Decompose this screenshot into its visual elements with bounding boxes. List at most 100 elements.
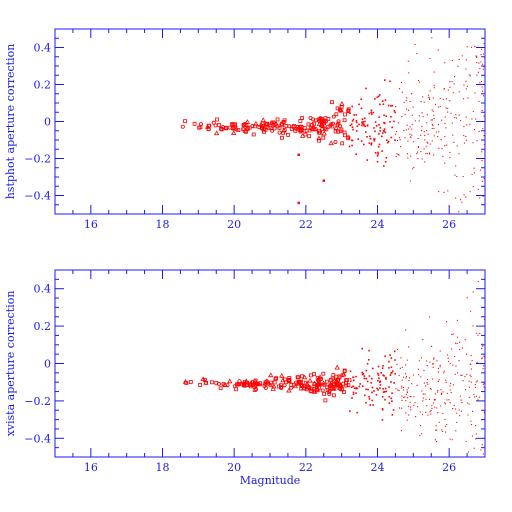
data-point xyxy=(472,186,474,188)
data-point xyxy=(398,407,401,409)
data-point xyxy=(454,76,456,78)
data-point xyxy=(227,378,233,384)
data-point xyxy=(433,87,436,89)
data-point xyxy=(400,81,403,84)
data-point xyxy=(384,99,387,101)
data-point xyxy=(476,55,478,57)
data-point xyxy=(378,381,381,383)
data-point xyxy=(363,124,365,127)
data-point xyxy=(413,396,415,398)
data-point xyxy=(381,419,384,421)
data-point xyxy=(215,117,219,122)
data-point xyxy=(373,390,375,392)
data-point xyxy=(390,357,393,359)
data-point xyxy=(398,374,400,377)
data-point xyxy=(389,121,391,123)
data-point xyxy=(477,71,479,73)
data-point xyxy=(378,123,380,126)
data-point xyxy=(336,119,341,124)
data-point xyxy=(374,98,376,100)
data-point xyxy=(379,129,381,132)
y-tick-label: 0 xyxy=(44,116,51,129)
data-point xyxy=(460,120,462,122)
data-point xyxy=(398,88,401,90)
data-point xyxy=(351,105,354,108)
data-point xyxy=(244,119,251,124)
data-point xyxy=(345,378,349,382)
data-point xyxy=(385,376,387,379)
data-point xyxy=(385,378,387,380)
data-point xyxy=(484,358,486,360)
data-point xyxy=(441,148,443,150)
y-axis-label: xvista aperture correction xyxy=(4,291,17,437)
data-point xyxy=(444,116,446,118)
data-point xyxy=(291,124,296,128)
data-point xyxy=(350,380,352,383)
data-point xyxy=(407,405,409,407)
data-point xyxy=(381,150,383,152)
data-point xyxy=(270,386,276,391)
data-point xyxy=(334,364,340,370)
data-point xyxy=(391,400,393,403)
data-point xyxy=(474,396,476,398)
data-point xyxy=(365,369,368,372)
data-point xyxy=(318,116,325,122)
data-point xyxy=(469,191,471,193)
data-point xyxy=(363,375,366,377)
data-point xyxy=(216,381,221,386)
data-point xyxy=(482,53,485,55)
data-point xyxy=(481,444,483,446)
data-point xyxy=(361,347,364,350)
data-point xyxy=(198,383,202,387)
data-point xyxy=(309,386,314,391)
data-point xyxy=(469,374,471,376)
data-point xyxy=(476,74,478,76)
data-point xyxy=(475,395,477,397)
data-point xyxy=(416,151,419,153)
data-point xyxy=(426,360,428,362)
data-point xyxy=(412,106,414,108)
data-point xyxy=(451,439,453,441)
data-point xyxy=(455,117,458,119)
data-point xyxy=(406,124,408,126)
data-point xyxy=(465,80,467,82)
data-point xyxy=(371,391,373,394)
data-point xyxy=(475,55,477,57)
data-point xyxy=(368,375,371,377)
data-point xyxy=(387,104,390,107)
data-point xyxy=(351,126,354,128)
data-point xyxy=(331,114,336,119)
data-point xyxy=(472,142,474,144)
data-point xyxy=(395,388,397,390)
data-point xyxy=(351,397,353,399)
x-axis-label: Magnitude xyxy=(240,474,301,487)
data-point xyxy=(466,353,468,355)
data-point xyxy=(452,364,454,366)
data-point xyxy=(331,386,336,391)
data-point xyxy=(200,376,206,382)
data-point xyxy=(419,435,421,437)
data-point xyxy=(408,380,410,382)
data-point xyxy=(436,407,438,409)
data-point xyxy=(368,359,370,361)
data-point xyxy=(407,157,409,159)
data-point xyxy=(263,385,268,390)
data-point xyxy=(312,121,316,126)
data-point xyxy=(405,375,408,378)
data-point xyxy=(377,151,379,154)
data-point xyxy=(430,388,432,390)
data-point xyxy=(351,139,354,142)
data-point xyxy=(404,113,406,115)
data-point xyxy=(442,155,444,157)
data-point xyxy=(421,112,423,114)
data-point xyxy=(394,139,396,142)
data-point xyxy=(460,399,462,401)
data-point xyxy=(371,386,374,389)
data-point xyxy=(381,395,384,398)
data-point xyxy=(381,132,384,134)
data-point xyxy=(434,439,436,441)
data-point xyxy=(330,100,334,105)
data-point xyxy=(401,91,403,93)
data-point xyxy=(433,71,435,73)
data-point xyxy=(383,375,385,377)
